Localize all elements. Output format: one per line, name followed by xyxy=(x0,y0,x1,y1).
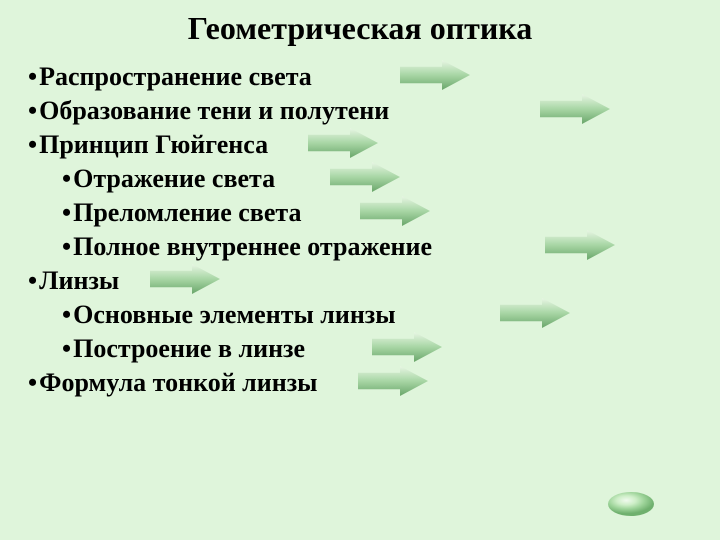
arrow-right-icon[interactable] xyxy=(358,366,428,396)
list-item[interactable]: Линзы xyxy=(28,266,119,296)
slide-title: Геометрическая оптика xyxy=(0,10,720,47)
list-item[interactable]: Основные элементы линзы xyxy=(62,300,396,330)
list-item[interactable]: Отражение света xyxy=(62,164,275,194)
arrow-right-icon[interactable] xyxy=(400,60,470,90)
list-item[interactable]: Принцип Гюйгенса xyxy=(28,130,268,160)
list-item[interactable]: Формула тонкой линзы xyxy=(28,368,317,398)
list-item[interactable]: Образование тени и полутени xyxy=(28,96,389,126)
arrow-right-icon[interactable] xyxy=(330,162,400,192)
arrow-right-icon[interactable] xyxy=(500,298,570,328)
nav-next-button[interactable] xyxy=(608,492,654,516)
arrow-right-icon[interactable] xyxy=(545,230,615,260)
arrow-right-icon[interactable] xyxy=(360,196,430,226)
list-item[interactable]: Построение в линзе xyxy=(62,334,305,364)
list-item[interactable]: Полное внутреннее отражение xyxy=(62,232,432,262)
list-item[interactable]: Распространение света xyxy=(28,62,312,92)
arrow-right-icon[interactable] xyxy=(150,264,220,294)
arrow-right-icon[interactable] xyxy=(308,128,378,158)
list-item[interactable]: Преломление света xyxy=(62,198,301,228)
arrow-right-icon[interactable] xyxy=(372,332,442,362)
arrow-right-icon[interactable] xyxy=(540,94,610,124)
